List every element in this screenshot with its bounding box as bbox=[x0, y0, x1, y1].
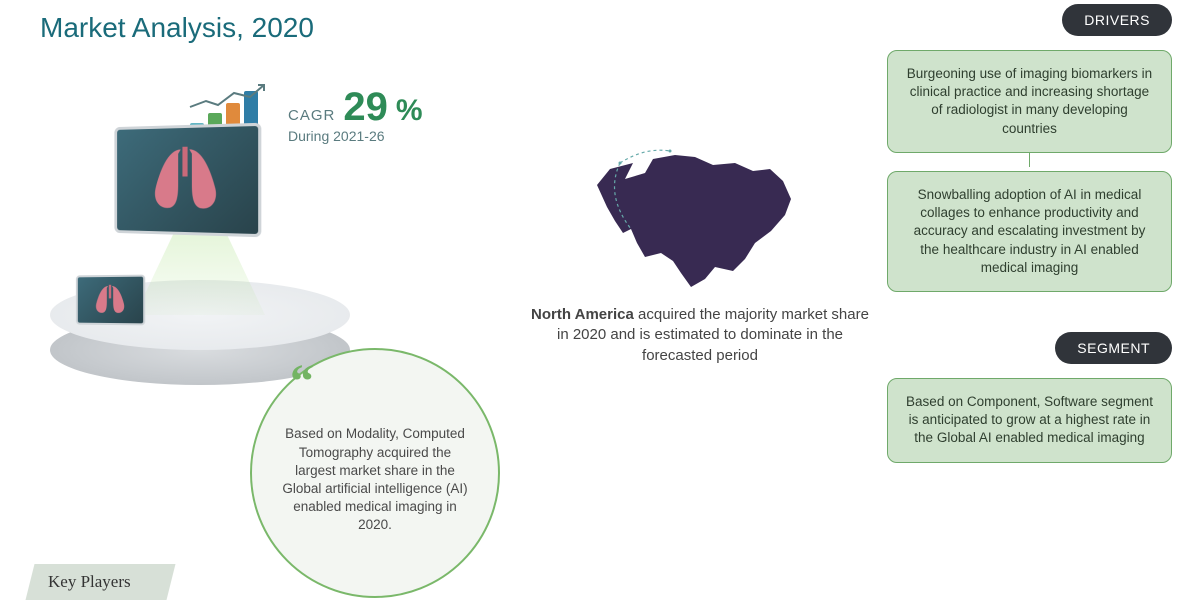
xray-screen-large bbox=[114, 123, 261, 237]
north-america-map-icon bbox=[585, 145, 815, 295]
key-players-label: Key Players bbox=[48, 572, 131, 592]
key-players-tab: Key Players bbox=[26, 564, 176, 600]
quote-mark-icon: “ bbox=[290, 354, 314, 409]
cagr-label: CAGR bbox=[288, 108, 335, 123]
lungs-icon bbox=[142, 144, 230, 216]
cagr-percent: % bbox=[396, 96, 423, 126]
north-america-block: North America acquired the majority mark… bbox=[530, 145, 870, 366]
na-bold: North America bbox=[531, 306, 634, 323]
cagr-subtext: During 2021-26 bbox=[288, 129, 423, 143]
driver-box-1: Burgeoning use of imaging biomarkers in … bbox=[887, 50, 1172, 153]
page-title: Market Analysis, 2020 bbox=[40, 12, 314, 44]
north-america-text: North America acquired the majority mark… bbox=[530, 305, 870, 366]
xray-screen-small bbox=[76, 275, 145, 326]
driver-box-2: Snowballing adoption of AI in medical co… bbox=[887, 171, 1172, 292]
trend-line-icon bbox=[188, 81, 268, 111]
quote-text: Based on Modality, Computed Tomography a… bbox=[250, 348, 500, 598]
cagr-value: 29 bbox=[343, 87, 388, 127]
segment-pill: SEGMENT bbox=[1055, 332, 1172, 364]
lungs-icon bbox=[90, 284, 130, 316]
connector-line bbox=[1029, 153, 1031, 167]
drivers-pill: DRIVERS bbox=[1062, 4, 1172, 36]
right-column: DRIVERS Burgeoning use of imaging biomar… bbox=[887, 4, 1172, 463]
quote-callout: “ Based on Modality, Computed Tomography… bbox=[250, 348, 500, 598]
segment-box: Based on Component, Software segment is … bbox=[887, 378, 1172, 463]
